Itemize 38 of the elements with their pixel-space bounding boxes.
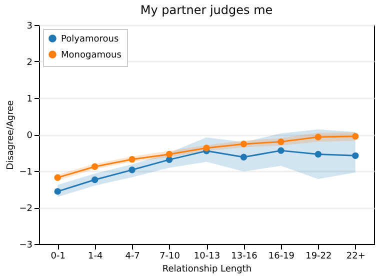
point: [166, 156, 173, 164]
point: [314, 150, 322, 158]
point: [166, 150, 173, 158]
point: [352, 152, 359, 160]
x-tick-label: 0-1: [50, 252, 66, 262]
point: [203, 144, 210, 152]
legend-label: Monogamous: [61, 50, 122, 60]
point: [128, 156, 136, 163]
y-tick-label: 1: [26, 94, 32, 104]
point: [128, 166, 136, 174]
y-tick-label: −3: [19, 240, 32, 250]
point: [54, 174, 61, 181]
x-tick-label: 1-4: [88, 252, 103, 262]
x-tick-label: 4-7: [125, 252, 140, 262]
point: [278, 138, 284, 146]
point: [54, 188, 61, 195]
point: [352, 132, 359, 140]
point: [278, 147, 284, 154]
x-tick-label: 7-10: [160, 252, 180, 262]
chart-title: My partner judges me: [140, 3, 273, 17]
x-axis-title: Relationship Length: [162, 264, 252, 274]
y-tick-label: −1: [19, 168, 32, 178]
point: [240, 154, 248, 160]
point: [240, 140, 248, 148]
x-tick-label: 19-22: [306, 252, 332, 262]
y-tick-label: 3: [26, 22, 32, 32]
point: [91, 163, 98, 170]
point: [91, 176, 98, 184]
x-tick-label: 16-19: [268, 252, 295, 262]
y-axis-title: Disagree/Agree: [6, 100, 16, 170]
legend-label: Polyamorous: [61, 34, 119, 44]
x-tick-label: 13-16: [231, 252, 258, 262]
x-tick-label: 10-13: [194, 252, 220, 262]
y-tick-label: 2: [26, 58, 32, 68]
y-tick-label: −2: [19, 204, 32, 214]
y-tick-label: 0: [26, 131, 33, 141]
point: [314, 134, 322, 140]
x-tick-label: 22+: [346, 252, 366, 262]
